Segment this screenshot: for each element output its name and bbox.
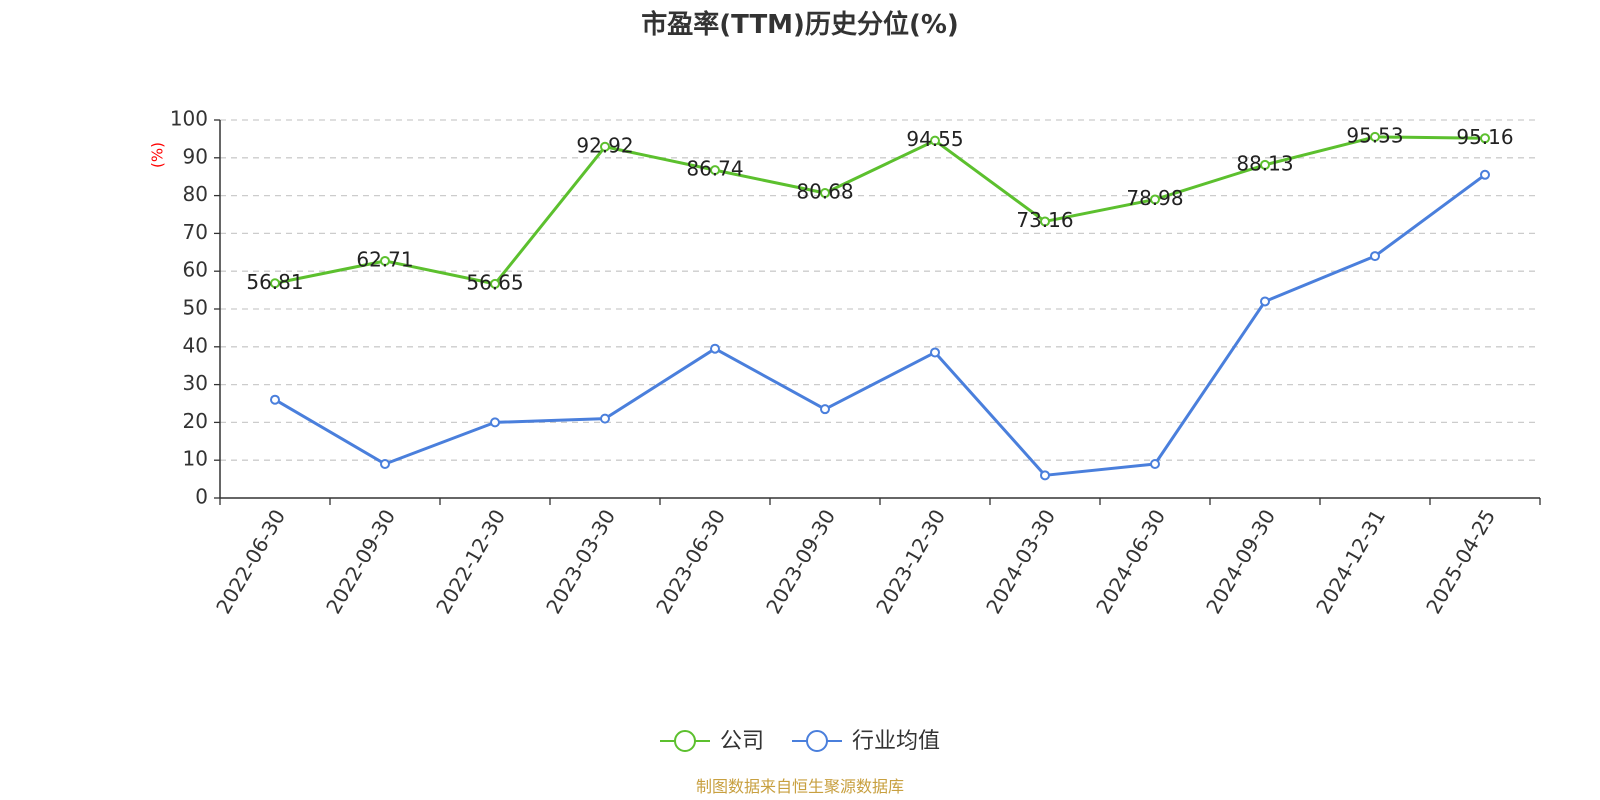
x-tick-label: 2024-03-30 — [981, 505, 1060, 618]
y-tick-label: 100 — [170, 107, 208, 131]
data-label: 73.16 — [1016, 208, 1073, 232]
data-point-0[interactable] — [930, 135, 940, 146]
data-point-0[interactable] — [710, 165, 720, 176]
data-label: 80.68 — [796, 180, 853, 204]
data-point-1[interactable] — [1260, 296, 1270, 307]
series-line-0 — [274, 135, 1486, 286]
data-point-0[interactable] — [490, 278, 500, 289]
series-line-1 — [274, 173, 1486, 477]
data-label: 95.16 — [1456, 125, 1513, 149]
x-tick-label: 2023-09-30 — [761, 505, 840, 618]
data-point-1[interactable] — [1370, 251, 1380, 262]
y-tick-label: 10 — [183, 447, 208, 471]
data-label: 78.98 — [1126, 186, 1183, 210]
legend[interactable]: 公司 行业均值 — [660, 729, 940, 754]
x-tick-label: 2022-09-30 — [321, 505, 400, 618]
data-label: 88.13 — [1236, 151, 1293, 175]
y-tick-label: 40 — [183, 333, 208, 357]
y-tick-label: 20 — [183, 409, 208, 433]
data-labels: 56.81 62.71 56.65 92.92 86.74 80.68 94.55 73.16… — [246, 123, 1513, 294]
x-tick-label: 2023-06-30 — [651, 505, 730, 618]
y-tick-label: 30 — [183, 371, 208, 395]
series-lines — [270, 131, 1490, 481]
data-point-1[interactable] — [820, 404, 830, 415]
data-point-1[interactable] — [490, 417, 500, 428]
data-point-0[interactable] — [1480, 133, 1490, 144]
legend-label: 公司 — [720, 729, 764, 754]
x-tick-label: 2024-12-31 — [1311, 505, 1390, 618]
y-tick-label: 50 — [183, 296, 208, 320]
data-point-0[interactable] — [380, 255, 390, 266]
legend-item-0[interactable]: 公司 — [660, 729, 764, 754]
data-point-1[interactable] — [600, 413, 610, 424]
legend-label: 行业均值 — [852, 729, 940, 754]
data-point-0[interactable] — [1040, 216, 1050, 227]
grid-lines — [220, 119, 1540, 461]
legend-circle-icon — [674, 730, 696, 752]
data-point-0[interactable] — [1260, 159, 1270, 170]
data-label: 56.65 — [466, 270, 523, 294]
data-point-0[interactable] — [270, 278, 280, 289]
x-tick-label: 2024-06-30 — [1091, 505, 1170, 618]
data-point-1[interactable] — [1150, 458, 1160, 469]
data-point-1[interactable] — [710, 343, 720, 354]
data-point-0[interactable] — [600, 141, 610, 152]
x-tick-label: 2024-09-30 — [1201, 505, 1280, 618]
data-point-1[interactable] — [380, 458, 390, 469]
data-point-0[interactable] — [1370, 131, 1380, 142]
x-tick-label: 2025-04-25 — [1421, 505, 1500, 618]
chart-title: 市盈率(TTM)历史分位(%) — [641, 10, 959, 40]
data-point-0[interactable] — [820, 188, 830, 199]
y-tick-label: 70 — [183, 220, 208, 244]
data-label: 94.55 — [906, 127, 963, 151]
data-label: 56.81 — [246, 270, 303, 294]
y-axis-unit-label: (%) — [149, 142, 167, 168]
axes: 0 10 20 30 40 50 60 70 80 90 100 2022-06-30 2022-09-… — [170, 107, 1541, 618]
data-label: 86.74 — [686, 157, 743, 181]
legend-circle-icon — [806, 730, 828, 752]
data-point-1[interactable] — [270, 394, 280, 405]
y-tick-label: 0 — [195, 485, 208, 509]
source-note: 制图数据来自恒生聚源数据库 — [695, 777, 904, 796]
x-tick-label: 2023-12-30 — [871, 505, 950, 618]
data-label: 95.53 — [1346, 123, 1403, 147]
data-label: 92.92 — [576, 133, 633, 157]
data-point-1[interactable] — [1480, 169, 1490, 180]
data-label: 62.71 — [356, 247, 413, 271]
y-tick-label: 90 — [183, 144, 208, 168]
x-tick-label: 2023-03-30 — [541, 505, 620, 618]
x-tick-label: 2022-06-30 — [211, 505, 290, 618]
data-point-0[interactable] — [1150, 194, 1160, 205]
x-tick-label: 2022-12-30 — [431, 505, 510, 618]
data-point-1[interactable] — [930, 347, 940, 358]
y-tick-label: 60 — [183, 258, 208, 282]
legend-item-1[interactable]: 行业均值 — [792, 729, 940, 754]
y-tick-label: 80 — [183, 182, 208, 206]
data-point-1[interactable] — [1040, 470, 1050, 481]
